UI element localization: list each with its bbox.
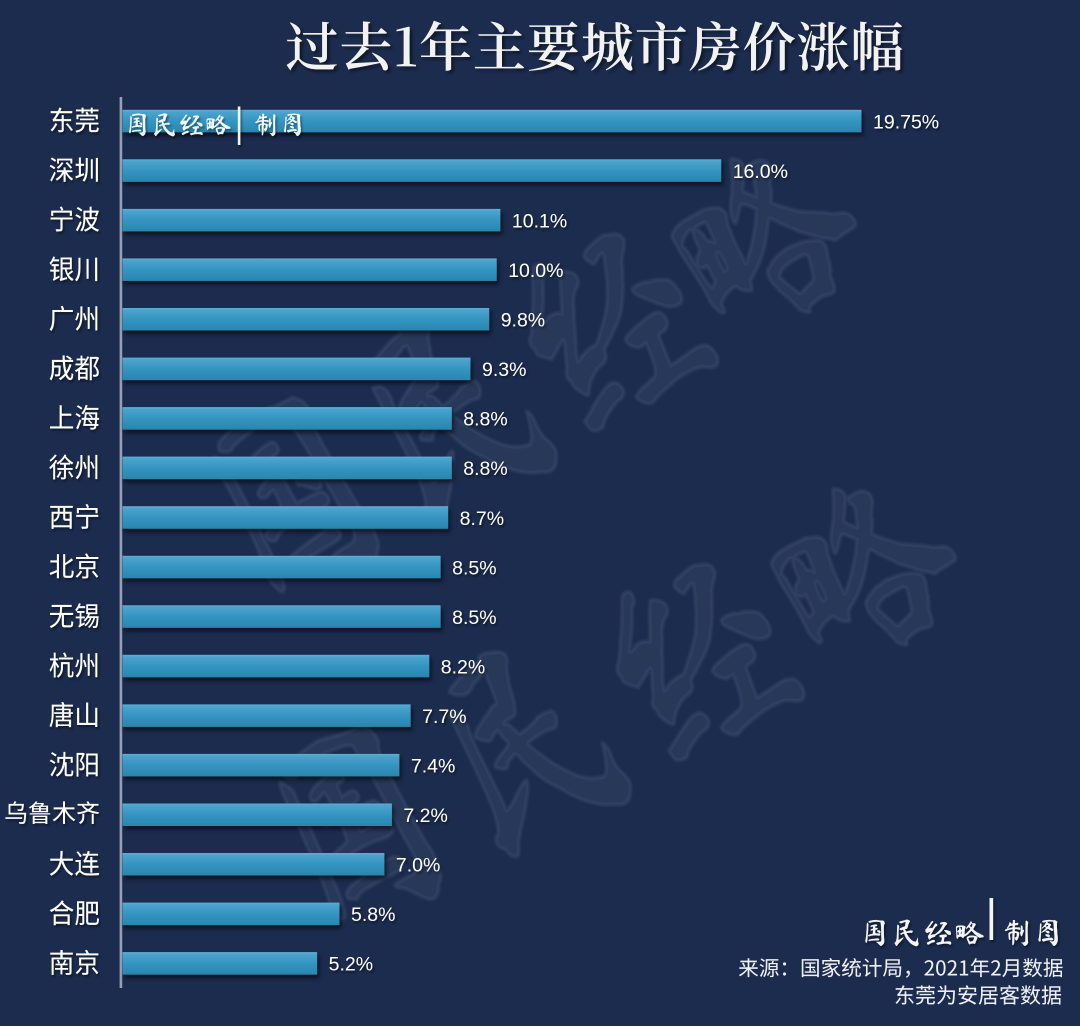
svg-text:7.2%: 7.2% bbox=[403, 805, 447, 827]
svg-text:8.5%: 8.5% bbox=[452, 607, 496, 629]
svg-text:5.8%: 5.8% bbox=[351, 904, 395, 926]
svg-text:8.7%: 8.7% bbox=[460, 508, 504, 530]
svg-text:8.8%: 8.8% bbox=[463, 458, 507, 480]
svg-text:19.75%: 19.75% bbox=[873, 111, 939, 133]
svg-text:7.4%: 7.4% bbox=[411, 756, 455, 778]
svg-text:10.1%: 10.1% bbox=[512, 210, 567, 232]
svg-text:7.7%: 7.7% bbox=[422, 706, 466, 728]
svg-text:8.8%: 8.8% bbox=[463, 409, 507, 431]
svg-text:8.5%: 8.5% bbox=[452, 557, 496, 579]
svg-text:10.0%: 10.0% bbox=[508, 260, 563, 282]
svg-text:16.0%: 16.0% bbox=[733, 161, 788, 183]
svg-text:9.3%: 9.3% bbox=[482, 359, 526, 381]
svg-text:7.0%: 7.0% bbox=[396, 855, 440, 877]
svg-text:8.2%: 8.2% bbox=[441, 656, 485, 678]
svg-text:5.2%: 5.2% bbox=[329, 954, 373, 976]
svg-text:9.8%: 9.8% bbox=[501, 310, 545, 332]
